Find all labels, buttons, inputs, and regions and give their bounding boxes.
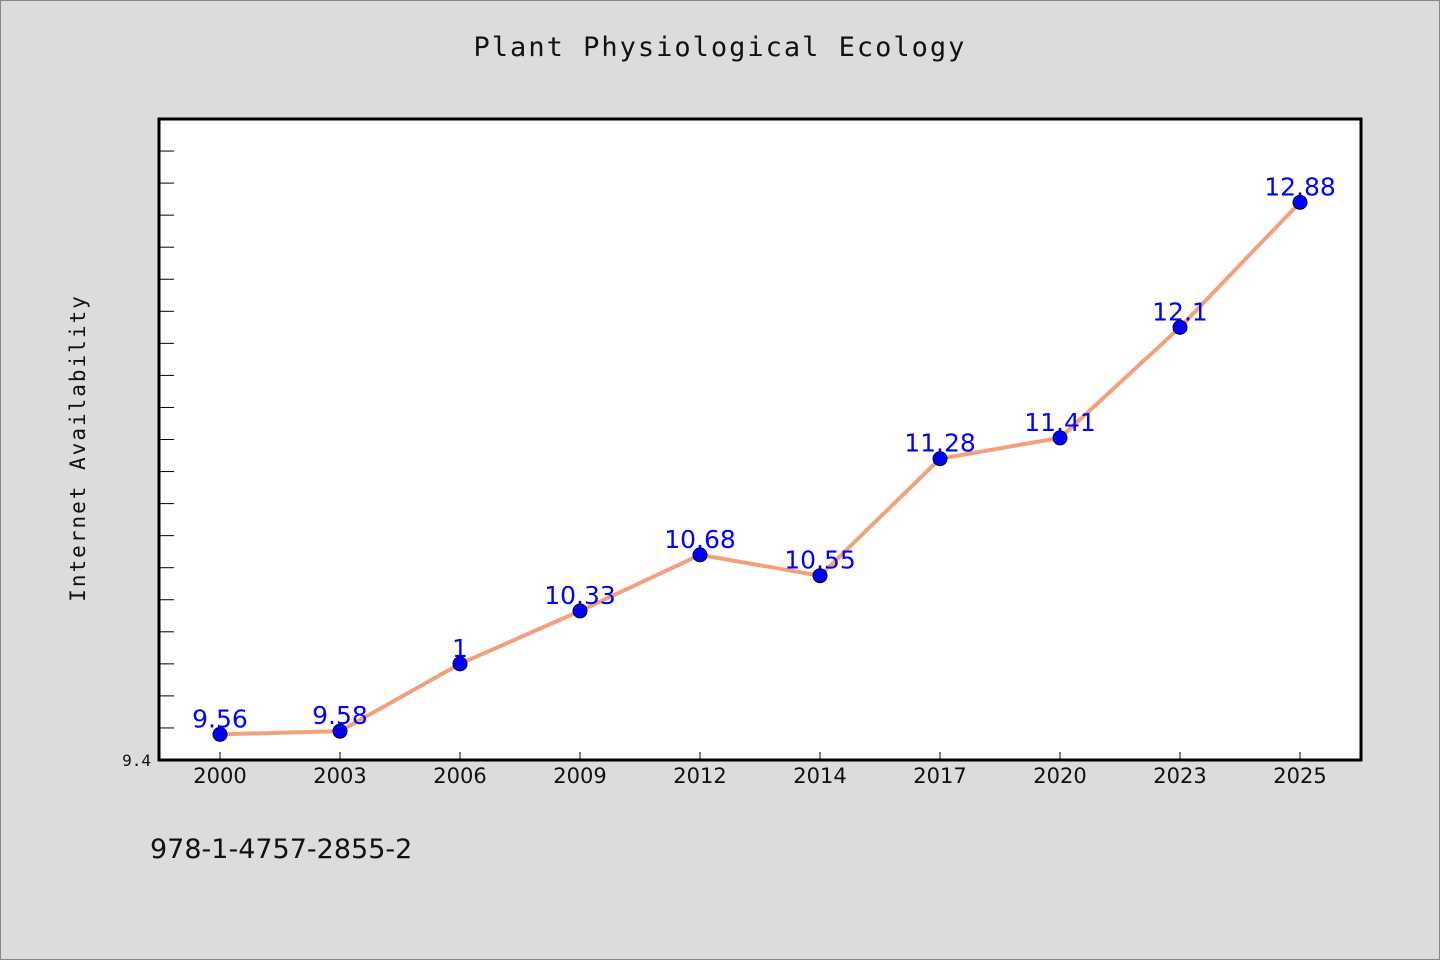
x-tick-label: 2017	[913, 764, 966, 788]
series-line-group	[219, 200, 1302, 737]
x-tick-label: 2003	[313, 764, 366, 788]
x-tick-label: 2009	[553, 764, 606, 788]
data-label: 9.58	[312, 701, 368, 730]
chart-title: Plant Physiological Ecology	[473, 32, 967, 63]
data-point	[332, 723, 348, 739]
x-tick-label: 2020	[1033, 764, 1086, 788]
data-label: 1	[452, 634, 468, 663]
data-point	[1292, 194, 1308, 210]
series-line	[219, 200, 1302, 737]
y-axis-ticks: 9.4	[122, 150, 174, 770]
data-label: 11.28	[904, 429, 976, 458]
x-tick-label: 2000	[193, 764, 246, 788]
data-label: 9.56	[192, 704, 248, 733]
data-point	[1172, 319, 1188, 335]
data-label: 10.68	[664, 525, 736, 554]
x-tick-label: 2025	[1273, 764, 1326, 788]
data-label: 12.1	[1152, 297, 1208, 326]
plot-area	[157, 117, 1363, 762]
footer-isbn: 978-1-4757-2855-2	[150, 834, 413, 865]
data-point	[572, 603, 588, 619]
x-tick-label: 2006	[433, 764, 486, 788]
x-tick-label: 2014	[793, 764, 846, 788]
data-label: 12.88	[1264, 172, 1336, 201]
data-point	[1052, 430, 1068, 446]
data-point	[692, 547, 708, 563]
data-label: 10.33	[544, 581, 616, 610]
data-point	[932, 451, 948, 467]
data-point	[212, 726, 228, 742]
y-tick-label: 9.4	[122, 751, 151, 770]
data-label: 10.55	[784, 546, 856, 575]
data-point	[452, 656, 468, 672]
x-tick-label: 2023	[1153, 764, 1206, 788]
data-labels: 9.56 9.58 1 10.33 10.68 10.55 11.28 11.41 12.1 12…	[192, 172, 1336, 733]
data-point	[812, 568, 828, 584]
data-markers	[212, 194, 1308, 742]
x-tick-label: 2012	[673, 764, 726, 788]
x-axis-ticks: 2000 2003 2006 2009 2012 2014 2017 2020 2023 2025	[193, 752, 1327, 788]
data-label: 11.41	[1024, 408, 1096, 437]
